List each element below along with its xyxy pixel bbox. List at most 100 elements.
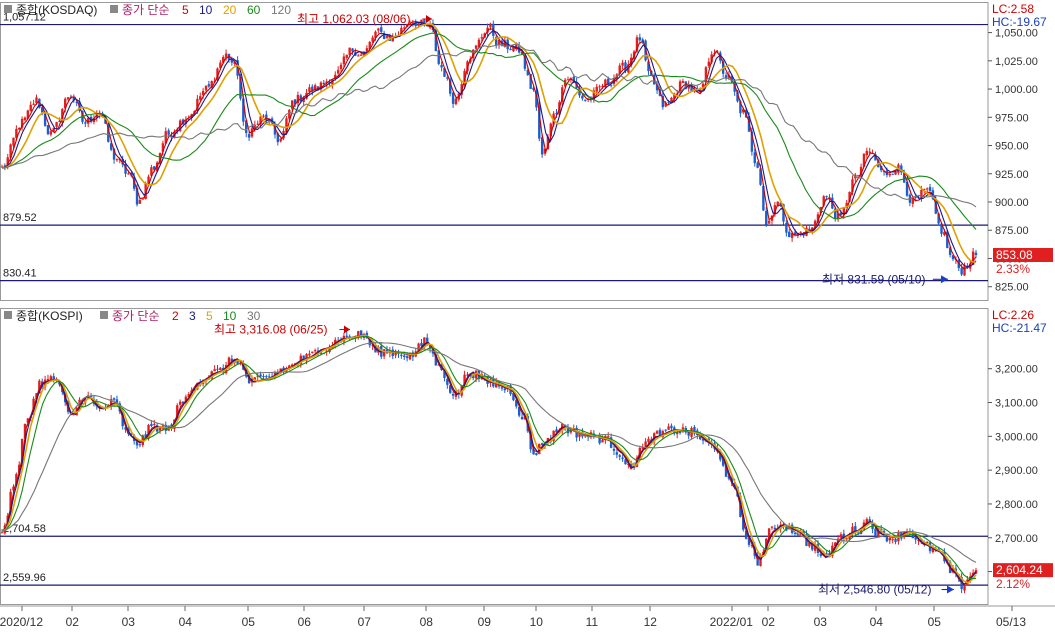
candle-body [601,439,604,443]
candle-body [842,208,846,216]
candle-body [35,97,38,104]
candle-body [535,453,538,455]
reference-line-label: 879.52 [3,212,37,224]
candle-body [911,533,914,539]
candle-body [242,98,245,122]
candle-body [109,399,113,407]
candle-body [245,120,248,134]
candle-body [822,553,825,555]
candle-body [451,92,455,104]
candle-body [52,376,55,381]
candle-body [736,91,739,102]
candle-body [678,81,682,93]
candle-body [937,213,940,224]
moving-average-20 [1,23,977,264]
candle-body [770,526,774,528]
candle-body [721,458,725,466]
candle-body [109,143,113,150]
candle-body [400,27,403,36]
candle-body [948,247,952,255]
moving-average-60 [1,32,977,230]
candle-body [357,331,360,339]
candle-body [417,22,420,26]
candle-body [523,55,527,69]
candle-body [572,76,575,83]
candle-body [707,61,710,66]
candle-body [15,473,18,486]
x-tick-label: 12 [644,615,658,629]
ma-period-label: 5 [182,3,189,17]
candle-body [187,118,190,120]
candle-body [0,166,4,168]
y-tick-label: 3,200.00 [995,364,1038,376]
candle-body [609,437,613,448]
candle-body [931,548,935,553]
candle-body [6,157,9,167]
candle-body [150,423,153,427]
candle-body [224,53,228,58]
ma-period-label: 2 [172,309,179,323]
candle-body [782,204,785,222]
candle-body [515,44,518,49]
candle-body [18,127,21,130]
panel-frame [0,2,989,301]
candle-body [790,232,794,238]
candle-body [359,54,363,56]
candle-body [811,543,814,550]
candle-body [20,118,24,128]
candle-body [644,441,647,447]
candle-body [925,541,929,544]
candle-body [520,416,524,420]
candle-body [661,95,665,108]
candle-body [566,427,570,434]
lc-label: LC:2.26 [992,308,1034,322]
candle-body [584,99,587,101]
candle-body [391,349,394,357]
candle-body [49,376,53,381]
candle-body [26,110,30,119]
candle-body [578,88,581,96]
candle-body [348,47,351,55]
candle-body [144,183,147,200]
candle-body [230,358,234,362]
candle-body [236,360,239,364]
candle-body [41,107,44,113]
candle-body [925,188,929,190]
x-tick-label: 2020/12 [0,615,43,629]
x-tick-label: 2022/01 [710,615,754,629]
candle-body [891,173,894,175]
candle-body [598,435,601,444]
candle-body [719,450,722,460]
candle-body [848,191,851,202]
candle-body [578,432,581,437]
candle-body [598,86,601,88]
candle-body [3,165,7,168]
candle-body [724,75,728,79]
candle-body [336,69,340,74]
candle-body [911,197,914,204]
candle-body [678,431,682,433]
candle-body [414,22,417,26]
candle-body [259,374,262,377]
candle-body [216,368,219,370]
candle-body [443,370,446,378]
y-tick-label: 925.00 [995,169,1029,181]
moving-average-10 [1,21,977,268]
candle-body [724,465,728,477]
candle-body [494,37,498,46]
candle-body [868,151,871,153]
x-tick-label: 04 [179,615,193,629]
x-tick-label: 05/13 [996,615,1026,629]
candle-body [667,426,670,430]
candle-body [874,154,877,161]
candle-body [739,101,742,114]
candle-body [822,196,825,206]
candle-body [655,431,659,434]
candle-body [417,343,420,353]
current-value-label: 2,604.24 [996,563,1043,577]
candle-body [262,115,265,117]
candle-body [767,528,771,540]
candle-body [607,78,610,86]
candle-body [253,377,257,381]
candle-body [607,436,610,438]
